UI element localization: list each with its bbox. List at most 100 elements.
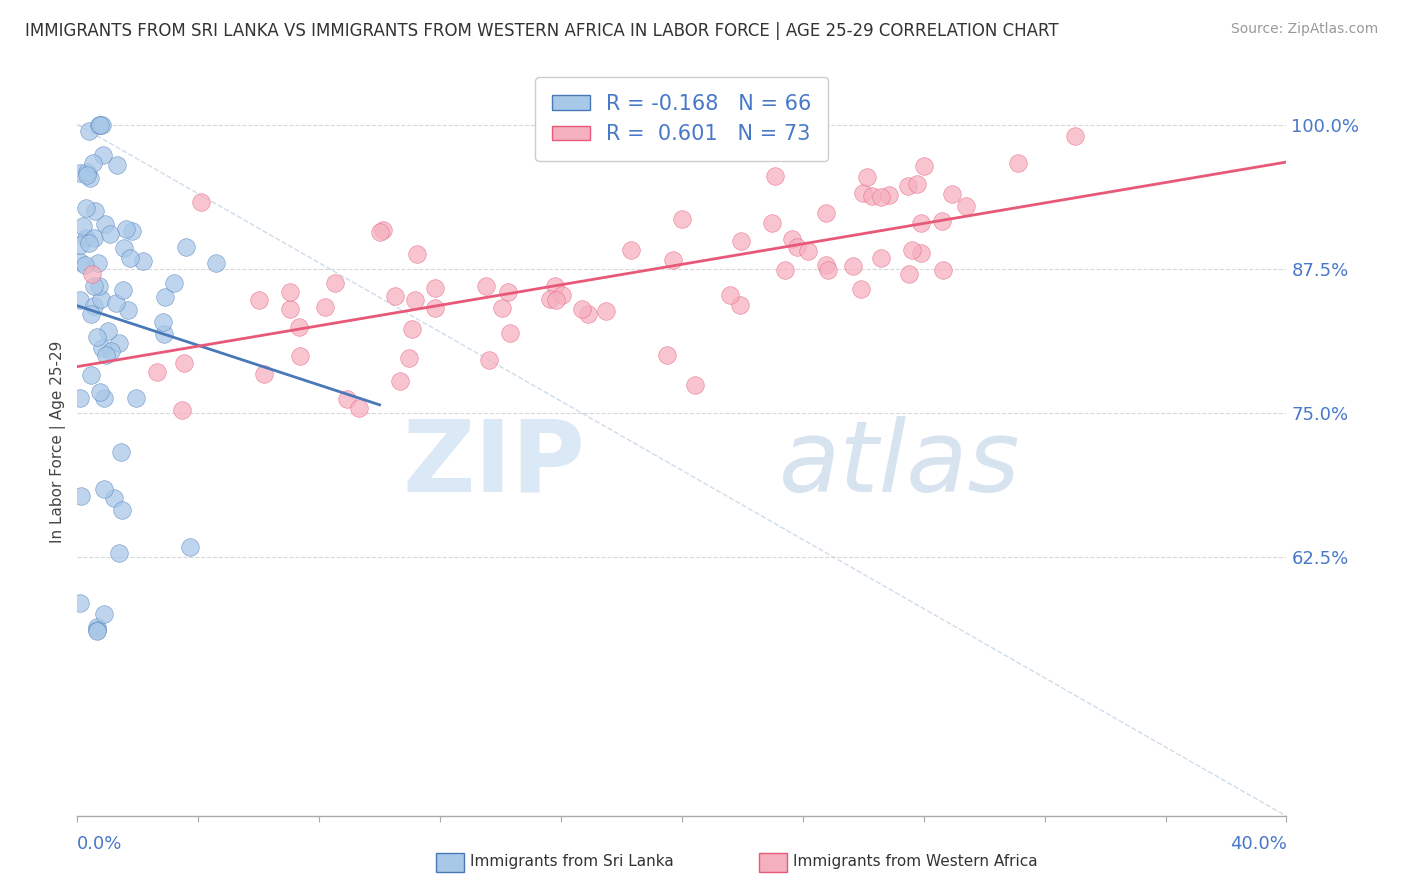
Point: [108, 546, 131, 560]
Point: [347, 401, 370, 416]
Point: [477, 352, 499, 367]
Point: [86, 623, 108, 637]
Point: [278, 285, 301, 299]
Point: [373, 223, 395, 237]
Point: [370, 225, 392, 239]
Point: [94, 217, 117, 231]
Point: [69, 255, 91, 269]
Point: [780, 231, 803, 245]
Point: [91, 148, 114, 162]
Point: [76, 168, 98, 182]
Point: [955, 199, 977, 213]
Point: [544, 279, 567, 293]
Point: [817, 263, 839, 277]
Point: [849, 282, 872, 296]
Point: [336, 392, 359, 406]
Point: [288, 319, 311, 334]
Point: [83, 204, 105, 219]
Point: [89, 384, 111, 399]
Point: [901, 244, 924, 258]
Point: [100, 343, 122, 358]
Point: [83, 299, 105, 313]
Point: [423, 301, 446, 316]
Point: [107, 335, 129, 350]
Point: [80, 368, 103, 382]
Point: [97, 324, 120, 338]
Point: [1064, 129, 1087, 144]
Point: [89, 118, 111, 132]
Point: [82, 156, 104, 170]
Point: [69, 293, 91, 308]
Text: ZIP: ZIP: [402, 416, 585, 513]
Point: [115, 222, 138, 236]
Point: [398, 351, 420, 366]
Point: [77, 124, 100, 138]
Point: [152, 315, 174, 329]
Point: [69, 596, 91, 610]
Point: [75, 231, 97, 245]
Point: [728, 298, 751, 312]
Point: [571, 302, 593, 317]
Point: [93, 391, 115, 405]
Point: [941, 186, 963, 201]
Point: [174, 240, 197, 254]
Point: [761, 216, 783, 230]
Point: [112, 283, 135, 297]
Point: [655, 348, 678, 362]
Point: [491, 301, 513, 315]
Point: [77, 235, 100, 250]
Point: [112, 241, 135, 255]
Point: [69, 391, 91, 405]
Point: [91, 341, 114, 355]
Point: [852, 186, 875, 200]
Point: [551, 288, 574, 302]
Text: IMMIGRANTS FROM SRI LANKA VS IMMIGRANTS FROM WESTERN AFRICA IN LABOR FORCE | AGE: IMMIGRANTS FROM SRI LANKA VS IMMIGRANTS …: [25, 22, 1059, 40]
Text: Immigrants from Sri Lanka: Immigrants from Sri Lanka: [470, 855, 673, 869]
Point: [786, 239, 808, 253]
Point: [90, 292, 112, 306]
Text: atlas: atlas: [779, 416, 1021, 513]
Point: [323, 276, 346, 290]
Point: [73, 259, 96, 273]
Point: [75, 201, 97, 215]
Point: [98, 227, 121, 242]
Point: [1007, 155, 1029, 169]
Point: [388, 374, 411, 388]
Point: [153, 327, 176, 342]
Text: 0.0%: 0.0%: [77, 835, 122, 853]
Text: Source: ZipAtlas.com: Source: ZipAtlas.com: [1230, 22, 1378, 37]
Point: [120, 252, 142, 266]
Point: [475, 279, 498, 293]
Point: [253, 367, 276, 381]
Point: [179, 540, 201, 554]
Point: [96, 348, 118, 362]
Point: [910, 245, 932, 260]
Point: [132, 254, 155, 268]
Point: [80, 307, 103, 321]
Point: [905, 177, 928, 191]
Point: [278, 301, 301, 316]
Point: [111, 503, 134, 517]
Text: 40.0%: 40.0%: [1230, 835, 1286, 853]
Point: [110, 445, 132, 459]
Point: [718, 288, 741, 302]
Point: [89, 118, 111, 132]
Point: [93, 482, 115, 496]
Point: [107, 158, 129, 172]
Point: [404, 293, 426, 307]
Point: [897, 179, 920, 194]
Point: [671, 212, 693, 227]
Point: [595, 304, 617, 318]
Point: [170, 403, 193, 417]
Point: [423, 280, 446, 294]
Point: [82, 268, 104, 282]
Point: [247, 293, 270, 308]
Point: [89, 279, 111, 293]
Point: [406, 247, 429, 261]
Point: [83, 231, 105, 245]
Point: [69, 166, 91, 180]
Point: [544, 293, 567, 308]
Point: [815, 206, 838, 220]
Point: [314, 300, 336, 314]
Point: [204, 256, 226, 270]
